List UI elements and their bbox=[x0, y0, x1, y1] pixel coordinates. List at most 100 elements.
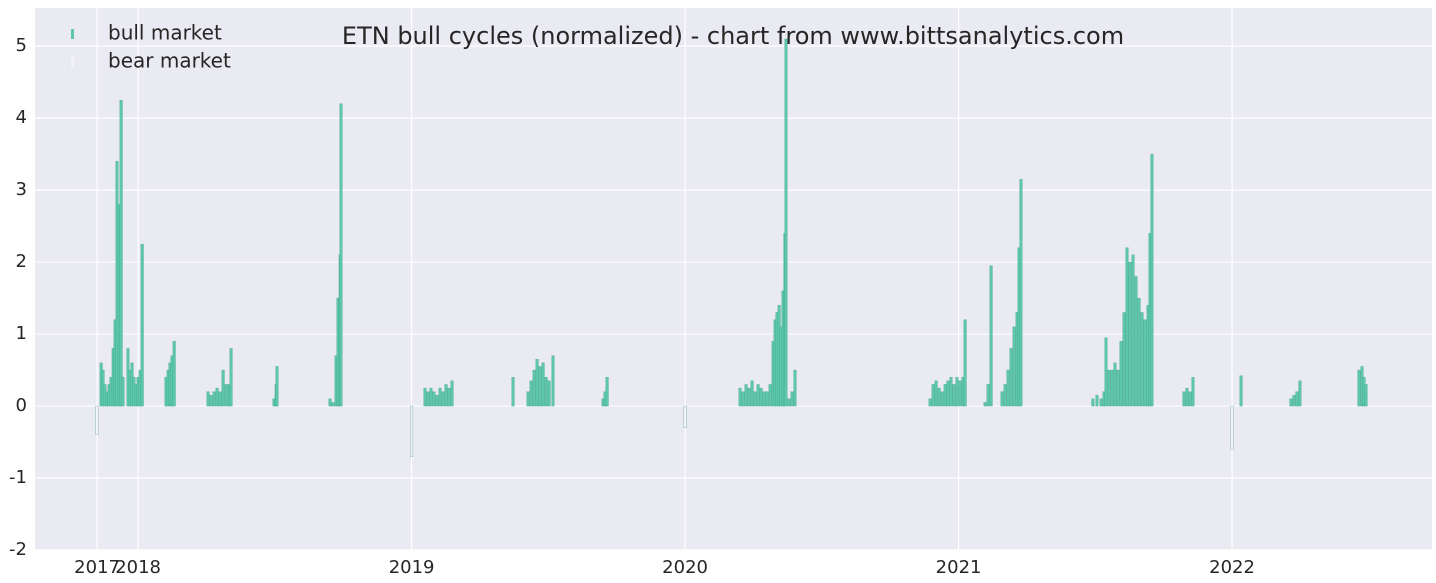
bar bbox=[762, 391, 766, 407]
bar bbox=[1131, 254, 1135, 407]
bar bbox=[738, 387, 742, 407]
bar bbox=[1182, 391, 1186, 407]
x-tick-label: 2021 bbox=[936, 557, 982, 578]
y-tick-label: 5 bbox=[16, 35, 27, 56]
bar bbox=[410, 405, 414, 457]
bar bbox=[928, 398, 932, 407]
bar bbox=[1099, 398, 1103, 407]
legend-swatch bbox=[71, 29, 74, 39]
bar bbox=[787, 398, 791, 407]
bar bbox=[172, 341, 176, 407]
bar bbox=[1230, 405, 1234, 450]
x-tick-label: 2019 bbox=[389, 557, 435, 578]
bar bbox=[429, 387, 433, 407]
bar bbox=[1137, 297, 1141, 407]
bar bbox=[741, 391, 745, 407]
bar bbox=[1119, 341, 1123, 407]
y-tick-label: 0 bbox=[16, 395, 27, 416]
bar bbox=[1298, 380, 1302, 407]
legend-label: bear market bbox=[108, 49, 231, 73]
bar bbox=[1003, 384, 1007, 407]
y-tick-label: 3 bbox=[16, 179, 27, 200]
bar bbox=[423, 387, 427, 407]
bar bbox=[1000, 391, 1004, 407]
bar bbox=[275, 366, 279, 407]
bar bbox=[750, 380, 754, 407]
bar bbox=[1107, 369, 1111, 407]
bar bbox=[952, 384, 956, 407]
bar bbox=[432, 391, 436, 407]
bar bbox=[119, 99, 123, 407]
bar bbox=[1009, 348, 1013, 407]
bar bbox=[1134, 276, 1138, 407]
bar bbox=[958, 380, 962, 407]
marks bbox=[95, 38, 1368, 457]
bar bbox=[221, 369, 225, 407]
bar bbox=[1019, 179, 1023, 407]
bar bbox=[1006, 369, 1010, 407]
bar bbox=[444, 384, 448, 407]
bar bbox=[768, 384, 772, 407]
bar bbox=[535, 359, 539, 407]
bar bbox=[526, 391, 530, 407]
bar bbox=[95, 405, 99, 435]
bar bbox=[943, 384, 947, 407]
bar bbox=[946, 380, 950, 407]
bar bbox=[1012, 326, 1016, 407]
bar bbox=[541, 362, 545, 407]
bar bbox=[1104, 337, 1108, 407]
legend-label: bull market bbox=[108, 21, 222, 45]
bar bbox=[212, 391, 216, 407]
bar bbox=[963, 319, 967, 407]
bar bbox=[1125, 247, 1129, 407]
bar bbox=[1140, 312, 1144, 407]
bar bbox=[759, 387, 763, 407]
bar bbox=[790, 391, 794, 407]
chart-title: ETN bull cycles (normalized) - chart fro… bbox=[342, 22, 1124, 50]
bar bbox=[784, 38, 788, 407]
x-tick-label: 2017 bbox=[74, 557, 120, 578]
bar bbox=[435, 395, 439, 407]
bar bbox=[547, 380, 551, 407]
bar bbox=[229, 348, 233, 407]
bar bbox=[538, 366, 542, 407]
bar bbox=[1091, 398, 1095, 407]
y-tick-label: 2 bbox=[16, 251, 27, 272]
bar bbox=[426, 391, 430, 407]
bar bbox=[215, 387, 219, 407]
bar bbox=[747, 387, 751, 407]
bar bbox=[989, 265, 993, 407]
bar bbox=[438, 387, 442, 407]
bar bbox=[140, 243, 144, 407]
bar bbox=[511, 377, 515, 407]
legend: bull market bear market bbox=[71, 21, 231, 73]
x-tick-label: 2018 bbox=[115, 557, 161, 578]
legend-swatch bbox=[71, 57, 74, 67]
bar bbox=[544, 377, 548, 407]
y-tick-label: 4 bbox=[16, 107, 27, 128]
bar bbox=[224, 384, 228, 407]
bar bbox=[949, 377, 953, 407]
bar bbox=[1116, 369, 1120, 407]
bar bbox=[1122, 312, 1126, 407]
bar bbox=[937, 387, 941, 407]
y-tick-label: -2 bbox=[9, 539, 27, 560]
bar bbox=[931, 384, 935, 407]
bar bbox=[1364, 384, 1368, 407]
bar bbox=[986, 384, 990, 407]
bar bbox=[955, 377, 959, 407]
bar bbox=[209, 395, 213, 407]
y-tick-label: -1 bbox=[9, 467, 27, 488]
bar bbox=[1185, 387, 1189, 407]
grid bbox=[35, 8, 1432, 551]
bar bbox=[218, 391, 222, 407]
bar bbox=[551, 355, 555, 407]
bar bbox=[683, 405, 687, 428]
bar bbox=[532, 369, 536, 407]
bar bbox=[206, 391, 210, 407]
bar bbox=[765, 391, 769, 407]
bar bbox=[1128, 261, 1132, 407]
bar bbox=[441, 391, 445, 407]
